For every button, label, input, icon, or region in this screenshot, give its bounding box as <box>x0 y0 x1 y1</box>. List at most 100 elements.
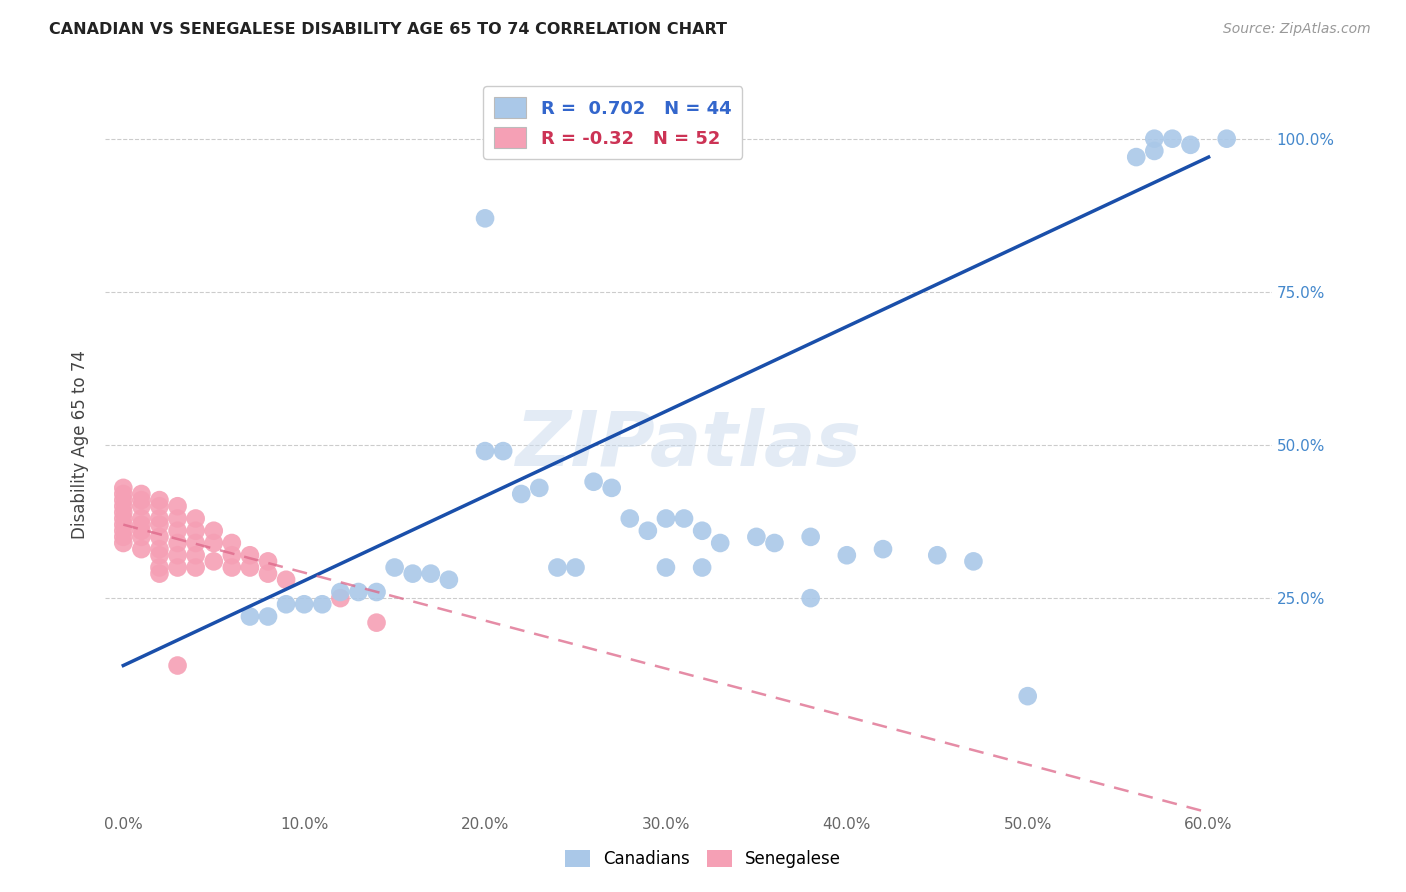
Point <box>1161 131 1184 145</box>
Point <box>257 609 280 624</box>
Legend: R =  0.702   N = 44, R = -0.32   N = 52: R = 0.702 N = 44, R = -0.32 N = 52 <box>484 87 742 159</box>
Point <box>872 542 894 557</box>
Point <box>257 554 280 568</box>
Point <box>202 524 225 538</box>
Point <box>1143 144 1166 158</box>
Point <box>1180 137 1202 152</box>
Point <box>292 597 315 611</box>
Text: Source: ZipAtlas.com: Source: ZipAtlas.com <box>1223 22 1371 37</box>
Point <box>637 524 659 538</box>
Legend: Canadians, Senegalese: Canadians, Senegalese <box>558 843 848 875</box>
Point <box>1143 131 1166 145</box>
Point <box>166 560 188 574</box>
Point <box>529 481 551 495</box>
Point <box>311 597 333 611</box>
Point <box>1125 150 1147 164</box>
Point <box>112 505 135 519</box>
Point <box>131 542 153 557</box>
Point <box>166 548 188 562</box>
Point <box>1017 689 1039 703</box>
Point <box>184 536 207 550</box>
Text: ZIPatlas: ZIPatlas <box>516 408 862 482</box>
Point <box>384 560 406 574</box>
Point <box>546 560 568 574</box>
Point <box>221 560 243 574</box>
Point <box>927 548 949 562</box>
Point <box>148 493 170 508</box>
Point <box>112 517 135 532</box>
Point <box>437 573 460 587</box>
Point <box>690 524 713 538</box>
Point <box>474 444 496 458</box>
Point <box>800 530 823 544</box>
Point <box>347 585 370 599</box>
Point <box>112 487 135 501</box>
Point <box>112 493 135 508</box>
Point <box>239 548 262 562</box>
Point <box>402 566 425 581</box>
Point <box>673 511 696 525</box>
Point <box>329 585 352 599</box>
Point <box>582 475 605 489</box>
Point <box>366 615 388 630</box>
Point <box>112 511 135 525</box>
Point <box>184 560 207 574</box>
Point <box>655 511 678 525</box>
Point <box>148 500 170 514</box>
Point <box>166 500 188 514</box>
Point <box>148 542 170 557</box>
Point <box>112 536 135 550</box>
Point <box>202 554 225 568</box>
Point <box>274 573 297 587</box>
Point <box>184 524 207 538</box>
Point <box>148 548 170 562</box>
Point <box>655 560 678 574</box>
Point <box>131 500 153 514</box>
Point <box>112 530 135 544</box>
Point <box>492 444 515 458</box>
Point <box>745 530 768 544</box>
Point <box>148 560 170 574</box>
Point <box>366 585 388 599</box>
Point <box>131 487 153 501</box>
Point <box>166 658 188 673</box>
Point <box>239 609 262 624</box>
Point <box>221 548 243 562</box>
Point <box>131 530 153 544</box>
Point <box>474 211 496 226</box>
Point <box>112 500 135 514</box>
Point <box>800 591 823 606</box>
Point <box>131 517 153 532</box>
Point <box>166 536 188 550</box>
Point <box>835 548 858 562</box>
Point <box>962 554 984 568</box>
Point <box>184 511 207 525</box>
Point <box>166 511 188 525</box>
Point <box>510 487 533 501</box>
Point <box>202 536 225 550</box>
Point <box>148 530 170 544</box>
Point <box>763 536 786 550</box>
Point <box>131 511 153 525</box>
Point <box>419 566 441 581</box>
Point <box>619 511 641 525</box>
Point <box>148 511 170 525</box>
Point <box>274 597 297 611</box>
Y-axis label: Disability Age 65 to 74: Disability Age 65 to 74 <box>72 351 89 540</box>
Point <box>1215 131 1237 145</box>
Point <box>690 560 713 574</box>
Point <box>239 560 262 574</box>
Point <box>600 481 623 495</box>
Text: CANADIAN VS SENEGALESE DISABILITY AGE 65 TO 74 CORRELATION CHART: CANADIAN VS SENEGALESE DISABILITY AGE 65… <box>49 22 727 37</box>
Point <box>564 560 586 574</box>
Point <box>131 493 153 508</box>
Point <box>131 524 153 538</box>
Point <box>184 548 207 562</box>
Point <box>112 481 135 495</box>
Point <box>329 591 352 606</box>
Point <box>221 536 243 550</box>
Point <box>709 536 731 550</box>
Point <box>148 517 170 532</box>
Point <box>112 524 135 538</box>
Point <box>257 566 280 581</box>
